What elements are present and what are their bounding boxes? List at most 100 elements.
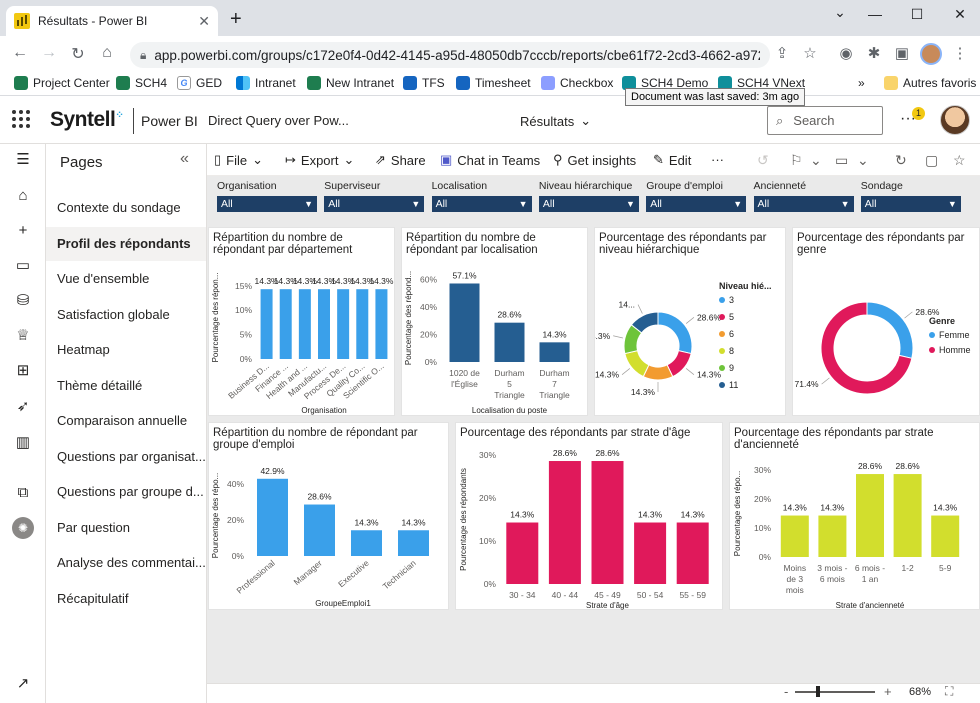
- page-item[interactable]: Analyse des commentai...: [57, 555, 206, 570]
- chevron-down-icon[interactable]: ⌄: [834, 4, 846, 20]
- browser-tab[interactable]: Résultats - Power BI ✕: [6, 6, 218, 36]
- product-name[interactable]: Power BI: [141, 113, 198, 129]
- goals-trophy-icon[interactable]: ♕: [16, 327, 30, 344]
- page-item[interactable]: Questions par organisat...: [57, 448, 206, 464]
- zoom-out-icon[interactable]: -: [784, 684, 789, 699]
- zoom-slider[interactable]: [795, 691, 875, 693]
- extension-icon[interactable]: ◉: [839, 45, 853, 62]
- chevron-down-icon[interactable]: ⌄: [810, 152, 822, 168]
- fit-to-page-icon[interactable]: ⛶: [945, 684, 954, 698]
- favorite-star-icon[interactable]: ☆: [953, 152, 966, 168]
- slicer-dropdown[interactable]: All ▼: [324, 196, 425, 212]
- data-hub-icon[interactable]: ⛁: [16, 292, 30, 309]
- refresh-icon[interactable]: ↻: [895, 152, 907, 168]
- notification-badge[interactable]: 1: [912, 107, 925, 120]
- share-button[interactable]: ⇗ Share: [375, 152, 426, 168]
- visual-gender[interactable]: Pourcentage des répondants par genre 28.…: [792, 227, 980, 416]
- back-icon[interactable]: ←: [12, 44, 28, 61]
- bookmark-star-icon[interactable]: ☆: [803, 45, 817, 62]
- new-tab-button[interactable]: +: [230, 8, 242, 30]
- slicer-dropdown[interactable]: All ▼: [646, 196, 747, 212]
- browser-menu-icon[interactable]: ⋮: [952, 45, 968, 62]
- reload-icon[interactable]: ↻: [71, 46, 85, 63]
- slicer-dropdown[interactable]: All ▼: [431, 196, 532, 212]
- visual-age[interactable]: Pourcentage des répondants par strate d'…: [455, 422, 723, 610]
- app-launcher-icon[interactable]: [12, 110, 30, 128]
- bookmark-tfs[interactable]: TFS: [403, 76, 445, 90]
- search-box[interactable]: ⌕ Search: [767, 106, 883, 135]
- deployment-rocket-icon[interactable]: ➶: [16, 398, 30, 415]
- page-item[interactable]: Questions par groupe d...: [57, 484, 204, 499]
- page-item[interactable]: Contexte du sondage: [57, 200, 181, 215]
- page-item[interactable]: Satisfaction globale: [57, 306, 170, 322]
- share-page-icon[interactable]: ⇪: [775, 45, 789, 62]
- bookmark-checkbox[interactable]: Checkbox: [541, 76, 613, 90]
- page-item[interactable]: Heatmap: [57, 342, 110, 357]
- bookmark-sch4[interactable]: SCH4: [116, 76, 167, 90]
- bookmark-project-center[interactable]: Project Center: [14, 76, 110, 90]
- minimize-icon[interactable]: —: [868, 6, 882, 22]
- create-icon[interactable]: +: [18, 222, 28, 239]
- report-name[interactable]: Direct Query over Pow...: [208, 113, 349, 128]
- bookmark-timesheet[interactable]: Timesheet: [456, 76, 531, 90]
- more-options-icon[interactable]: ···: [900, 110, 916, 127]
- slicer-dropdown[interactable]: All ▼: [860, 196, 961, 212]
- bookmark-ged[interactable]: G GED: [177, 76, 222, 90]
- page-item[interactable]: Récapitulatif: [57, 590, 129, 606]
- visual-seniority[interactable]: Pourcentage des répondants par strate d'…: [729, 422, 980, 610]
- slicer-dropdown[interactable]: All ▼: [753, 196, 854, 212]
- page-item[interactable]: Profil des répondants: [46, 226, 206, 261]
- y-tick-label: 40%: [227, 479, 244, 489]
- export-menu[interactable]: ↦ Export ⌄: [285, 152, 355, 168]
- workspaces-icon[interactable]: ⧉: [17, 484, 29, 501]
- close-window-icon[interactable]: ✕: [954, 6, 966, 22]
- address-bar[interactable]: 🔒︎ app.powerbi.com/groups/c172e0f4-0d42-…: [130, 42, 770, 68]
- file-menu[interactable]: ▯ File ⌄: [214, 152, 264, 168]
- page-selector[interactable]: Résultats ⌄: [520, 113, 592, 129]
- zoom-slider-thumb[interactable]: [816, 686, 820, 697]
- slicer-dropdown[interactable]: All ▼: [217, 196, 317, 212]
- bookmark-other-favorites[interactable]: Autres favoris: [884, 76, 976, 90]
- browser-profile-avatar[interactable]: [920, 43, 942, 65]
- edit-button[interactable]: ✎ Edit: [653, 152, 692, 168]
- maximize-icon[interactable]: ☐: [910, 6, 924, 22]
- workspace-avatar-icon[interactable]: ✺: [12, 517, 34, 539]
- close-tab-icon[interactable]: ✕: [198, 12, 210, 29]
- home-icon[interactable]: ⌂: [102, 44, 112, 61]
- visual-dept[interactable]: Répartition du nombre de répondant par d…: [208, 227, 395, 416]
- visual-location[interactable]: Répartition du nombre de répondant par l…: [401, 227, 588, 416]
- apps-icon[interactable]: ⊞: [16, 362, 30, 379]
- page-item[interactable]: Par question: [57, 519, 130, 535]
- browse-folder-icon[interactable]: ▭: [15, 257, 31, 274]
- bookmark-new-intranet[interactable]: New Intranet: [307, 76, 394, 90]
- hamburger-icon[interactable]: ☰: [16, 151, 30, 168]
- more-bookmarks-icon[interactable]: »: [858, 76, 865, 90]
- page-item[interactable]: Vue d'ensemble: [57, 271, 150, 286]
- bookmark-icon[interactable]: ⚐: [790, 152, 803, 168]
- slicer-dropdown[interactable]: All ▼: [538, 196, 639, 212]
- visual-level[interactable]: Pourcentage des répondants par niveau hi…: [594, 227, 786, 416]
- page-item[interactable]: Comparaison annuelle: [57, 413, 188, 428]
- puzzle-icon[interactable]: ✱: [867, 45, 881, 62]
- reset-icon[interactable]: ↺: [757, 152, 769, 168]
- more-toolbar-icon[interactable]: ···: [711, 152, 724, 167]
- visual-jobgroup[interactable]: Répartition du nombre de répondant par g…: [208, 422, 449, 610]
- bookmark-sch4-vnext[interactable]: SCH4 VNext: [718, 76, 805, 90]
- slicer: Groupe d'emploi All ▼: [646, 180, 747, 212]
- user-avatar[interactable]: [940, 105, 970, 135]
- learn-book-icon[interactable]: ▥: [15, 434, 31, 451]
- page-item[interactable]: Thème détaillé: [57, 377, 143, 393]
- expand-arrow-icon[interactable]: ↗: [16, 675, 30, 692]
- get-insights-button[interactable]: ⚲ Get insights: [553, 152, 637, 168]
- home-icon[interactable]: ⌂: [18, 187, 28, 204]
- sidebar-icon[interactable]: ▣: [894, 45, 910, 62]
- view-icon[interactable]: ▭: [835, 152, 849, 168]
- zoom-in-icon[interactable]: +: [884, 684, 892, 699]
- comment-icon[interactable]: ▢: [925, 152, 939, 168]
- collapse-pane-icon[interactable]: «: [180, 150, 189, 167]
- bookmark-sch4-demo[interactable]: SCH4 Demo: [622, 76, 708, 90]
- chevron-down-icon[interactable]: ⌄: [857, 152, 869, 168]
- bookmark-intranet[interactable]: Intranet: [236, 76, 296, 90]
- forward-icon[interactable]: →: [41, 44, 57, 61]
- chat-in-teams-button[interactable]: ▣ Chat in Teams: [440, 152, 541, 168]
